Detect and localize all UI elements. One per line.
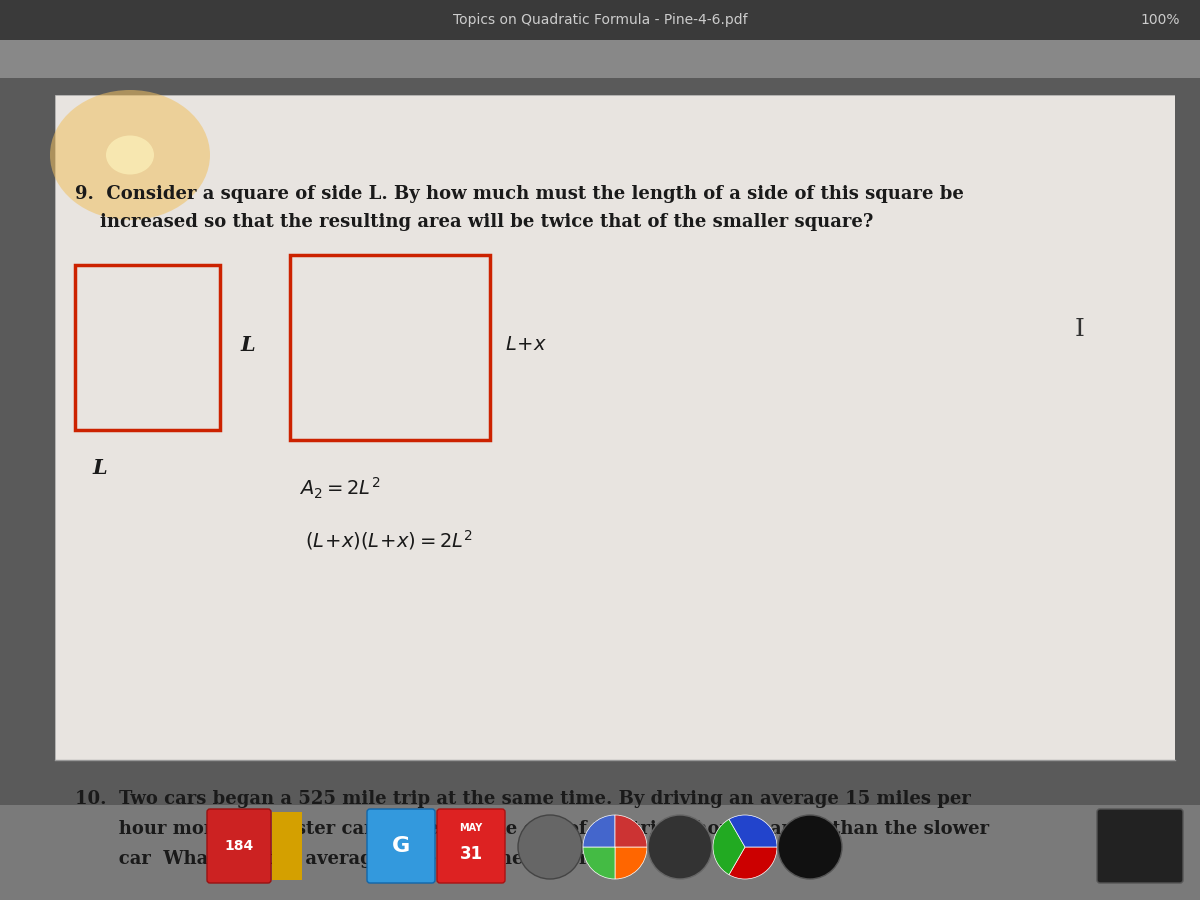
Wedge shape (616, 815, 647, 847)
Bar (0, 0, 1200, 40)
Text: 10.  Two cars began a 525 mile trip at the same time. By driving an average 15 m: 10. Two cars began a 525 mile trip at th… (74, 790, 971, 808)
Circle shape (648, 815, 712, 879)
Wedge shape (583, 815, 616, 847)
Ellipse shape (106, 136, 154, 175)
Text: Topics on Quadratic Formula - Pine-4-6.pdf: Topics on Quadratic Formula - Pine-4-6.p… (452, 13, 748, 27)
Wedge shape (616, 847, 647, 879)
Text: $L\!+\!x$: $L\!+\!x$ (505, 336, 547, 354)
Text: hour more, the faster car arrived at the end of the trip 4 hours earlier than th: hour more, the faster car arrived at the… (74, 820, 989, 838)
Bar (74, 265, 220, 430)
FancyBboxPatch shape (208, 809, 271, 883)
FancyBboxPatch shape (437, 809, 505, 883)
Text: car  What was the average speed for the faster car?: car What was the average speed for the f… (74, 850, 637, 868)
Wedge shape (730, 815, 778, 847)
Text: L: L (240, 335, 254, 355)
Bar (272, 812, 302, 880)
Circle shape (518, 815, 582, 879)
Bar (0, 40, 1200, 78)
Text: G: G (392, 836, 410, 856)
Bar (1175, 78, 1200, 760)
Text: 31: 31 (460, 845, 482, 863)
Text: $A_2 = 2L^2$: $A_2 = 2L^2$ (299, 475, 380, 500)
Text: MAY: MAY (460, 823, 482, 833)
Wedge shape (730, 847, 778, 879)
FancyBboxPatch shape (1097, 809, 1183, 883)
Text: $(L\!+\!x)(L\!+\!x) = 2L^2$: $(L\!+\!x)(L\!+\!x) = 2L^2$ (305, 528, 473, 552)
Bar (290, 255, 490, 440)
FancyBboxPatch shape (367, 809, 436, 883)
Bar (55, 95, 1175, 760)
Wedge shape (583, 847, 616, 879)
Text: I: I (1075, 319, 1085, 341)
Text: 184: 184 (224, 839, 253, 853)
Wedge shape (713, 819, 745, 875)
Text: L: L (92, 458, 107, 478)
Circle shape (778, 815, 842, 879)
Bar (0, 78, 55, 760)
Text: increased so that the resulting area will be twice that of the smaller square?: increased so that the resulting area wil… (74, 213, 874, 231)
Bar (0, 805, 1200, 900)
Ellipse shape (50, 90, 210, 220)
Text: 9.  Consider a square of side L. By how much must the length of a side of this s: 9. Consider a square of side L. By how m… (74, 185, 964, 203)
Text: 100%: 100% (1140, 13, 1180, 27)
